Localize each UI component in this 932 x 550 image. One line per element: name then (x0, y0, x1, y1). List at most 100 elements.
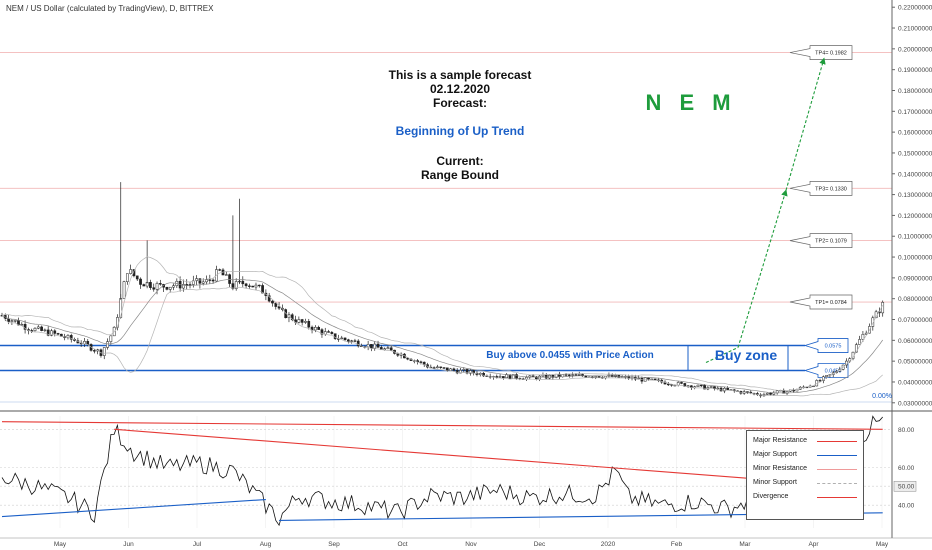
candle-body (40, 326, 43, 331)
candle-body (353, 340, 357, 342)
time-tick-label: Mar (739, 541, 751, 548)
note-line1: This is a sample forecast (388, 68, 532, 82)
candle-body (577, 374, 581, 376)
candle-body (340, 337, 344, 340)
candle-body (551, 374, 555, 378)
price-tick-label: 0.13000000 (898, 192, 932, 199)
candle-body (333, 333, 337, 339)
zero-percent-label: 0.00% (872, 393, 892, 400)
candle-body (505, 374, 509, 379)
price-tick-label: 0.09000000 (898, 275, 932, 282)
candle-body (515, 374, 518, 379)
candle-body (267, 295, 271, 302)
time-tick-label: Dec (534, 541, 546, 548)
candle-body (495, 376, 499, 378)
candle-body (432, 367, 436, 369)
candle-body (149, 282, 152, 288)
candle-body (564, 374, 568, 376)
candle-body (620, 376, 624, 378)
time-tick-label: Nov (465, 541, 477, 548)
candle-body (10, 320, 14, 322)
candle-body (86, 341, 90, 345)
price-tick-label: 0.17000000 (898, 109, 932, 116)
candle-body (469, 370, 472, 374)
price-tick-label: 0.15000000 (898, 150, 932, 157)
candle-body (482, 372, 485, 377)
price-tick-label: 0.05000000 (898, 359, 932, 366)
candle-body (290, 314, 294, 321)
buy-zone-box (687, 345, 789, 372)
candle-body (165, 286, 169, 290)
candle-body (93, 350, 96, 352)
forecast-note: This is a sample forecast 02.12.2020 For… (330, 68, 590, 182)
candle-body (304, 321, 307, 323)
candle-body (244, 283, 248, 287)
candle-body (502, 376, 505, 379)
candle-body (821, 376, 825, 381)
price-tick-label: 0.08000000 (898, 296, 932, 303)
legend-entry: Major Support (753, 451, 857, 461)
zone-upper-callout (803, 338, 849, 353)
candle-body (218, 269, 222, 271)
candle-body (205, 279, 208, 283)
legend-label: Major Support (753, 451, 797, 458)
candle-body (871, 317, 875, 327)
candle-body (168, 286, 172, 290)
legend-swatch (817, 483, 857, 484)
legend-entry: Minor Resistance (753, 465, 857, 475)
candle-body (119, 298, 123, 318)
candle-body (699, 384, 703, 387)
time-tick-label: Apr (808, 541, 819, 548)
candle-body (765, 392, 769, 395)
band-line (1, 286, 883, 397)
candle-body (597, 376, 601, 378)
candle-body (317, 326, 321, 330)
candle-body (300, 319, 304, 323)
time-tick-label: 2020 (601, 541, 616, 548)
price-tick-label: 0.14000000 (898, 171, 932, 178)
candle-body (327, 331, 330, 333)
legend-entry: Divergence (753, 493, 857, 503)
candle-body (666, 383, 670, 386)
time-tick-label: May (54, 541, 67, 548)
candle-body (50, 330, 53, 336)
rsi-trend-line (1, 498, 266, 518)
note-forecast-value: Beginning of Up Trend (395, 124, 525, 138)
candle-body (419, 361, 423, 363)
candle-body (43, 329, 47, 331)
candle-body (538, 375, 542, 380)
note-current-label: Current: (436, 154, 484, 168)
candle-body (320, 329, 324, 335)
price-tick-label: 0.19000000 (898, 67, 932, 74)
candlestick-series (0, 182, 885, 398)
candle-body (185, 284, 189, 286)
target-label: TP2= 0.1079 (815, 239, 847, 245)
candle-body (525, 377, 528, 380)
legend-swatch (817, 469, 857, 470)
candle-body (132, 269, 136, 277)
time-tick-label: Jun (123, 541, 134, 548)
target-callout (789, 45, 853, 60)
candle-body (261, 285, 264, 294)
price-tick-label: 0.04000000 (898, 379, 932, 386)
time-tick-label: May (876, 541, 889, 548)
candle-body (188, 284, 192, 286)
candle-body (376, 343, 380, 348)
candle-body (544, 374, 548, 379)
candle-body (211, 279, 215, 282)
legend-label: Divergence (753, 493, 789, 500)
candle-body (462, 369, 466, 371)
candle-body (33, 327, 37, 331)
price-tick-label: 0.16000000 (898, 130, 932, 137)
candle-body (208, 279, 212, 281)
legend-entry: Major Resistance (753, 437, 857, 447)
target-label: TP4= 0.1982 (815, 51, 847, 57)
note-date: 02.12.2020 (429, 82, 491, 96)
candle-body (201, 281, 205, 284)
overlay-drawings (705, 57, 826, 364)
candle-body (307, 321, 311, 328)
candle-body (343, 337, 347, 340)
candle-body (20, 324, 24, 326)
price-tick-label: 0.10000000 (898, 255, 932, 262)
candle-body (406, 357, 410, 360)
